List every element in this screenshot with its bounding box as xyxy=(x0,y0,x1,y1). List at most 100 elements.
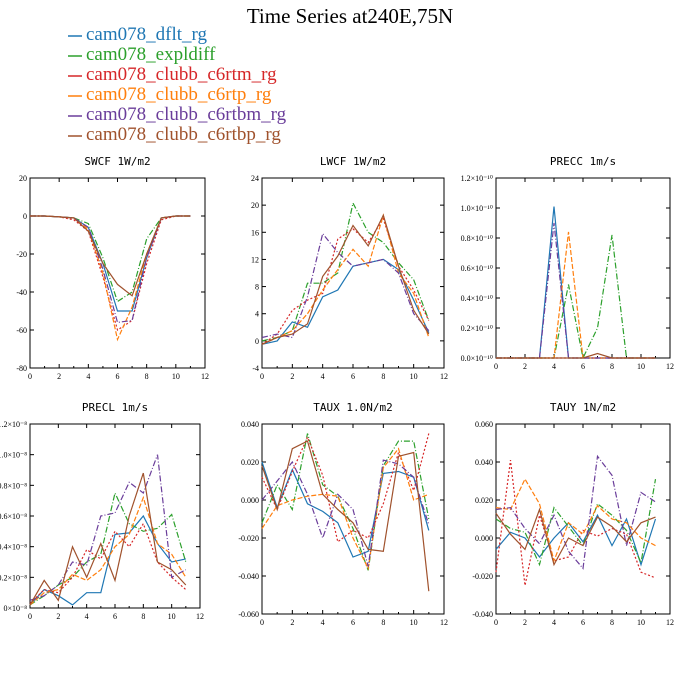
x-tick-label: 4 xyxy=(552,618,556,627)
series-line xyxy=(496,206,656,359)
series-line xyxy=(261,433,430,571)
series-line xyxy=(495,513,657,567)
y-tick-label: 0.2×10⁻¹⁰ xyxy=(461,324,493,333)
y-tick-label: 0 xyxy=(255,337,259,346)
x-tick-label: 12 xyxy=(196,612,204,621)
y-tick-label: 0 xyxy=(23,212,27,221)
y-tick-label: 0.4×10⁻¹⁰ xyxy=(461,294,493,303)
legend-swatch xyxy=(68,94,82,97)
legend-swatch xyxy=(68,34,82,37)
series-line xyxy=(261,213,430,345)
series-line xyxy=(261,447,430,571)
y-tick-label: -60 xyxy=(16,326,27,335)
series-line xyxy=(29,472,187,606)
series-line xyxy=(496,352,656,359)
y-tick-label: -0.020 xyxy=(472,572,493,581)
legend-label: cam078_clubb_c6rtbm_rg xyxy=(86,104,287,125)
series-line xyxy=(261,440,430,592)
legend-swatch xyxy=(68,54,82,57)
x-tick-label: 12 xyxy=(440,618,448,627)
series-line xyxy=(30,215,191,297)
x-tick-label: 10 xyxy=(168,612,176,621)
panel-title: PRECC 1m/s xyxy=(550,155,616,168)
y-tick-label: 0.020 xyxy=(475,496,493,505)
series-line xyxy=(495,478,657,567)
y-tick-label: 0.4×10⁻⁸ xyxy=(0,543,27,552)
y-tick-label: 0.060 xyxy=(475,420,493,429)
series-line xyxy=(261,258,430,345)
panel-title: PRECL 1m/s xyxy=(82,401,148,414)
x-tick-label: 2 xyxy=(290,372,294,381)
chart-panel: PRECL 1m/s 0 2 4 6 8 10 12 0×10⁻⁸ 0.2×10⁻⁸ 0.4×10⁻… xyxy=(0,401,204,621)
legend-label: cam078_clubb_c6rtbp_rg xyxy=(86,124,281,145)
x-tick-label: 2 xyxy=(523,362,527,371)
x-tick-label: 4 xyxy=(321,372,325,381)
x-tick-label: 2 xyxy=(57,372,61,381)
legend-item: cam078_clubb_c6rtp_rg xyxy=(68,85,286,105)
y-tick-label: -80 xyxy=(16,364,27,373)
x-tick-label: 8 xyxy=(610,362,614,371)
y-tick-label: 1.2×10⁻⁸ xyxy=(0,420,27,429)
y-tick-label: 1.2×10⁻¹⁰ xyxy=(461,174,493,183)
x-tick-label: 6 xyxy=(113,612,117,621)
plot-frame xyxy=(495,423,671,615)
y-tick-label: 0.8×10⁻⁸ xyxy=(0,481,27,490)
x-tick-label: 4 xyxy=(552,362,556,371)
chart-panel: TAUX 1.0N/m2 0 2 4 6 8 10 12 -0.060 -0.040 -0.020 0… xyxy=(238,401,448,627)
y-tick-label: 20 xyxy=(19,174,27,183)
y-tick-label: 1.0×10⁻⁸ xyxy=(0,451,27,460)
panel-title: SWCF 1W/m2 xyxy=(84,155,150,168)
x-tick-label: 10 xyxy=(637,362,645,371)
series-line xyxy=(30,215,191,342)
x-tick-label: 0 xyxy=(28,612,32,621)
chart-panel: TAUY 1N/m2 0 2 4 6 8 10 12 -0.040 -0.020 0.000 0.02… xyxy=(472,401,674,627)
y-tick-label: 0.0×10⁻¹⁰ xyxy=(461,354,493,363)
y-tick-label: -0.040 xyxy=(472,610,493,619)
y-tick-label: 0.6×10⁻⁸ xyxy=(0,512,27,521)
y-tick-label: 16 xyxy=(251,228,259,237)
y-tick-label: 4 xyxy=(255,310,259,319)
x-tick-label: 12 xyxy=(666,618,674,627)
y-tick-label: -0.020 xyxy=(238,534,259,543)
x-tick-label: 12 xyxy=(440,372,448,381)
legend-label: cam078_clubb_c6rtp_rg xyxy=(86,84,272,105)
y-tick-label: 0.2×10⁻⁸ xyxy=(0,573,27,582)
y-tick-label: 12 xyxy=(251,255,259,264)
y-tick-label: 24 xyxy=(251,174,259,183)
y-tick-label: -4 xyxy=(252,364,259,373)
x-tick-label: 12 xyxy=(201,372,209,381)
x-tick-label: 10 xyxy=(410,372,418,381)
y-tick-label: 0.6×10⁻¹⁰ xyxy=(461,264,493,273)
chart-panel: PRECC 1m/s 0 2 4 6 8 10 12 0.0×10⁻¹⁰ 0.2×10⁻¹⁰ 0.4… xyxy=(461,155,674,371)
y-tick-label: 0.000 xyxy=(475,534,493,543)
panel-title: LWCF 1W/m2 xyxy=(320,155,386,168)
series-line xyxy=(495,477,656,563)
legend-item: cam078_dflt_rg xyxy=(68,25,286,45)
legend-item: cam078_clubb_c6rtbm_rg xyxy=(68,105,286,125)
y-tick-label: -0.060 xyxy=(238,610,259,619)
legend-item: cam078_expldiff xyxy=(68,45,286,65)
legend: cam078_dflt_rg cam078_expldiff cam078_club… xyxy=(68,25,286,145)
legend-swatch xyxy=(68,114,82,117)
x-tick-label: 6 xyxy=(351,372,355,381)
y-tick-label: -0.040 xyxy=(238,572,259,581)
plot-frame xyxy=(261,423,445,615)
y-tick-label: 0×10⁻⁸ xyxy=(3,604,27,613)
x-tick-label: 10 xyxy=(172,372,180,381)
x-tick-label: 0 xyxy=(494,618,498,627)
series-line xyxy=(495,454,656,570)
x-tick-label: 6 xyxy=(351,618,355,627)
x-tick-label: 2 xyxy=(290,618,294,627)
x-tick-label: 2 xyxy=(56,612,60,621)
panel-title: TAUY 1N/m2 xyxy=(550,401,616,414)
x-tick-label: 4 xyxy=(321,618,325,627)
legend-label: cam078_dflt_rg xyxy=(86,24,208,45)
x-tick-label: 8 xyxy=(610,618,614,627)
legend-item: cam078_clubb_c6rtbp_rg xyxy=(68,125,286,145)
series-line xyxy=(261,459,430,567)
x-tick-label: 4 xyxy=(85,612,89,621)
series-line xyxy=(495,507,656,567)
x-tick-label: 0 xyxy=(494,362,498,371)
